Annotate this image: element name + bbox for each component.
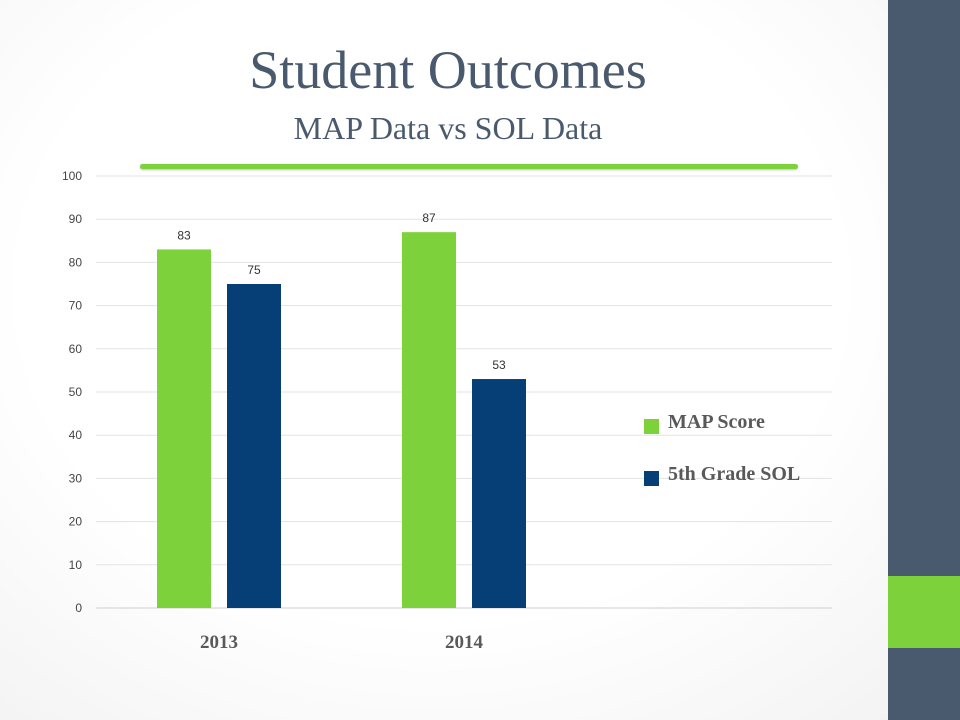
title-underline bbox=[140, 164, 798, 169]
legend-label: MAP Score bbox=[668, 411, 765, 433]
y-tick-label: 100 bbox=[62, 169, 82, 183]
y-tick-label: 40 bbox=[69, 428, 83, 442]
bar-map-score-2013 bbox=[157, 249, 211, 608]
y-tick-label: 20 bbox=[69, 515, 83, 529]
data-label: 75 bbox=[247, 263, 261, 277]
sidebar-accent-block bbox=[888, 576, 960, 648]
data-label: 87 bbox=[422, 211, 436, 225]
legend-swatch-5th-grade-sol bbox=[644, 471, 659, 486]
slide-subtitle: MAP Data vs SOL Data bbox=[293, 110, 603, 146]
slide-title: Student Outcomes bbox=[249, 40, 647, 100]
y-tick-label: 50 bbox=[69, 385, 83, 399]
bar-5th-grade-sol-2014 bbox=[472, 379, 526, 608]
y-tick-label: 10 bbox=[69, 558, 83, 572]
data-label: 83 bbox=[177, 228, 191, 242]
bar-5th-grade-sol-2013 bbox=[227, 284, 281, 608]
x-category-label: 2013 bbox=[200, 632, 238, 653]
data-label: 53 bbox=[492, 358, 506, 372]
y-tick-label: 60 bbox=[69, 342, 83, 356]
legend-swatch-map-score bbox=[644, 419, 659, 434]
bar-chart: 0 10 20 30 40 50 60 70 80 90 100 83 75 2013 87 53 2014 MA… bbox=[62, 169, 832, 653]
legend-label: 5th Grade SOL bbox=[668, 463, 800, 485]
y-tick-label: 70 bbox=[69, 299, 83, 313]
y-tick-label: 0 bbox=[75, 601, 82, 615]
y-tick-label: 90 bbox=[69, 212, 83, 226]
x-category-label: 2014 bbox=[445, 632, 484, 653]
bar-map-score-2014 bbox=[402, 232, 456, 608]
y-tick-label: 30 bbox=[69, 471, 83, 485]
y-tick-label: 80 bbox=[69, 255, 83, 269]
